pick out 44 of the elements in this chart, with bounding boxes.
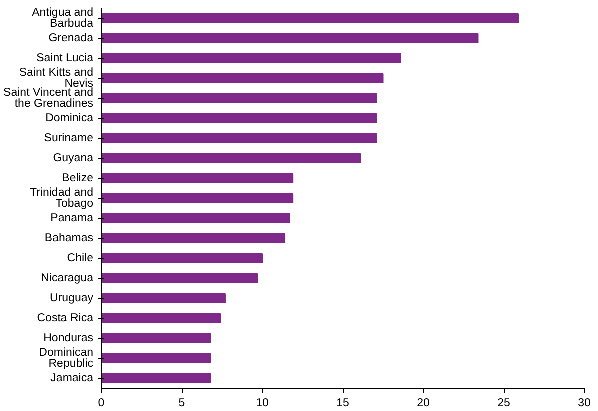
x-tick-label: 5: [178, 398, 186, 410]
y-tick-label: Belize: [62, 172, 94, 184]
y-tick-label: Bahamas: [44, 232, 94, 244]
y-tick-label: Suriname: [44, 132, 94, 144]
x-tick-label: 20: [417, 398, 430, 410]
bar: [102, 374, 212, 384]
bar: [102, 354, 212, 364]
y-tick-label: Dominican Republic: [39, 347, 94, 370]
bar: [102, 94, 378, 104]
bar: [102, 54, 402, 64]
bar: [102, 274, 258, 284]
y-tick-label: Saint Lucia: [36, 52, 94, 64]
y-tick-label: Dominica: [46, 112, 94, 124]
x-tick-label: 15: [336, 398, 350, 410]
y-tick-label: Nicaragua: [41, 272, 94, 284]
bar: [102, 34, 479, 44]
y-tick-label: Chile: [67, 252, 94, 264]
x-tick-label: 10: [256, 398, 269, 410]
x-tick-label: 25: [498, 398, 510, 410]
y-tick-label: Antigua and Barbuda: [32, 7, 94, 30]
bar: [102, 174, 294, 184]
bar: [102, 114, 378, 124]
y-tick-label: Honduras: [44, 332, 94, 344]
bar: [102, 14, 519, 24]
bar: [102, 234, 286, 244]
y-tick-label: Jamaica: [50, 372, 94, 384]
y-tick-label: Costa Rica: [37, 312, 94, 324]
bar: [102, 254, 263, 264]
bar: [102, 134, 378, 144]
bar: [102, 154, 362, 164]
y-tick-label: Guyana: [53, 152, 94, 164]
bar: [102, 194, 294, 204]
y-tick-label: Panama: [50, 212, 94, 224]
bar: [102, 334, 212, 344]
y-tick-label: Uruguay: [50, 292, 94, 304]
x-tick-label: 30: [578, 398, 591, 410]
y-tick-label: Saint Vincent and the Grenadines: [4, 87, 94, 110]
bar: [102, 314, 222, 324]
y-tick-label: Trinidad and Tobago: [30, 187, 94, 210]
bar: [102, 74, 384, 84]
y-tick-label: Grenada: [48, 32, 94, 44]
x-tick-label: 0: [98, 398, 105, 410]
bar: [102, 214, 290, 224]
bar: [102, 294, 226, 304]
